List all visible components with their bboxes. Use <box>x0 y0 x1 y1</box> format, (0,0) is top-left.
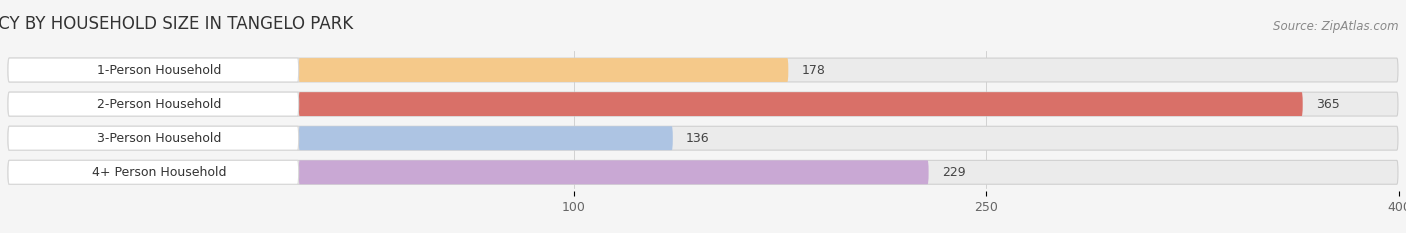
Text: 1-Person Household: 1-Person Household <box>97 64 222 76</box>
FancyBboxPatch shape <box>298 160 928 184</box>
FancyBboxPatch shape <box>298 58 789 82</box>
FancyBboxPatch shape <box>8 58 1398 82</box>
FancyBboxPatch shape <box>8 92 1398 116</box>
Text: 365: 365 <box>1316 98 1340 111</box>
FancyBboxPatch shape <box>8 126 298 150</box>
Text: OCCUPANCY BY HOUSEHOLD SIZE IN TANGELO PARK: OCCUPANCY BY HOUSEHOLD SIZE IN TANGELO P… <box>0 15 353 33</box>
Text: 178: 178 <box>801 64 825 76</box>
FancyBboxPatch shape <box>298 126 673 150</box>
FancyBboxPatch shape <box>8 92 298 116</box>
Text: Source: ZipAtlas.com: Source: ZipAtlas.com <box>1274 20 1399 33</box>
FancyBboxPatch shape <box>8 160 298 184</box>
FancyBboxPatch shape <box>8 126 1398 150</box>
FancyBboxPatch shape <box>8 160 1398 184</box>
FancyBboxPatch shape <box>8 58 298 82</box>
Text: 229: 229 <box>942 166 966 179</box>
Text: 3-Person Household: 3-Person Household <box>97 132 222 145</box>
FancyBboxPatch shape <box>298 92 1303 116</box>
Text: 136: 136 <box>686 132 710 145</box>
Text: 4+ Person Household: 4+ Person Household <box>93 166 226 179</box>
Text: 2-Person Household: 2-Person Household <box>97 98 222 111</box>
